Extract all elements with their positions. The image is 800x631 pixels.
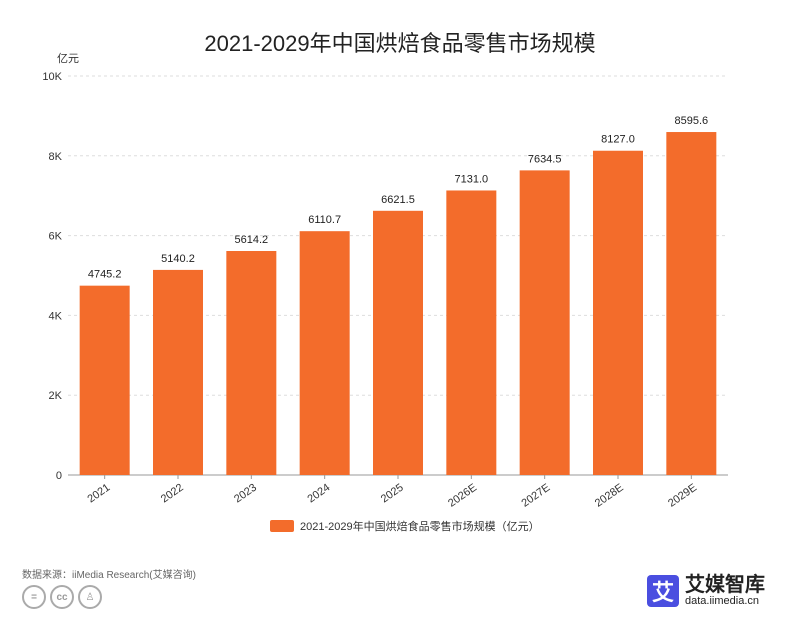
data-source: 数据来源：iiMedia Research(艾媒咨询) [22,570,196,581]
cc-icon: cc [50,585,74,609]
x-tick-label: 2029E [666,482,699,510]
x-tick-label: 2024 [305,482,332,506]
bar[interactable] [79,285,130,475]
brand-logo: 艾 艾媒智库 data.iimedia.cn [647,575,765,607]
x-tick-label: 2026E [446,482,479,510]
bar[interactable] [153,269,203,475]
x-tick-label: 2021 [85,482,112,506]
data-label: 8595.6 [675,115,709,127]
data-label: 6110.7 [308,214,341,226]
bar[interactable] [666,132,717,475]
bar[interactable] [299,231,350,475]
legend-label: 2021-2029年中国烘焙食品零售市场规模（亿元） [300,521,540,533]
bar[interactable] [519,170,570,475]
legend[interactable]: 2021-2029年中国烘焙食品零售市场规模（亿元） [270,518,540,534]
y-tick-label: 2K [49,390,63,402]
brand-logo-icon: 艾 [647,575,679,607]
x-tick-label: 2027E [519,482,552,510]
data-label: 7131.0 [455,173,489,185]
x-tick-label: 2025 [379,482,406,506]
data-label: 5614.2 [235,234,269,246]
data-label: 4745.2 [88,269,122,281]
x-tick-label: 2028E [593,482,626,510]
y-tick-label: 4K [49,310,63,322]
bar[interactable] [593,150,643,475]
data-label: 7634.5 [528,153,562,165]
x-tick-label: 2023 [232,482,259,506]
brand-url: data.iimedia.cn [685,595,759,607]
y-tick-label: 0 [56,470,62,482]
by-icon: ♙ [78,585,102,609]
data-label: 6621.5 [381,194,415,206]
brand-name: 艾媒智库 [685,574,765,596]
license-icons: = cc ♙ [22,585,102,609]
bar[interactable] [446,190,497,476]
bar[interactable] [226,250,277,475]
data-label: 8127.0 [601,134,635,146]
y-tick-label: 10K [42,71,62,83]
bar-chart: 0 2K 4K 6K 8K 10K 4745.2 2021 5140.2 2022 5614.2 20… [42,71,728,510]
bar[interactable] [373,210,423,475]
legend-swatch [270,520,294,532]
x-tick-label: 2022 [159,482,186,506]
data-label: 5140.2 [161,253,195,265]
y-tick-label: 8K [49,151,63,163]
y-axis-unit: 亿元 [57,53,79,65]
y-tick-label: 6K [49,231,63,243]
nd-icon: = [22,585,46,609]
chart-title: 2021-2029年中国烘焙食品零售市场规模 [204,31,596,56]
